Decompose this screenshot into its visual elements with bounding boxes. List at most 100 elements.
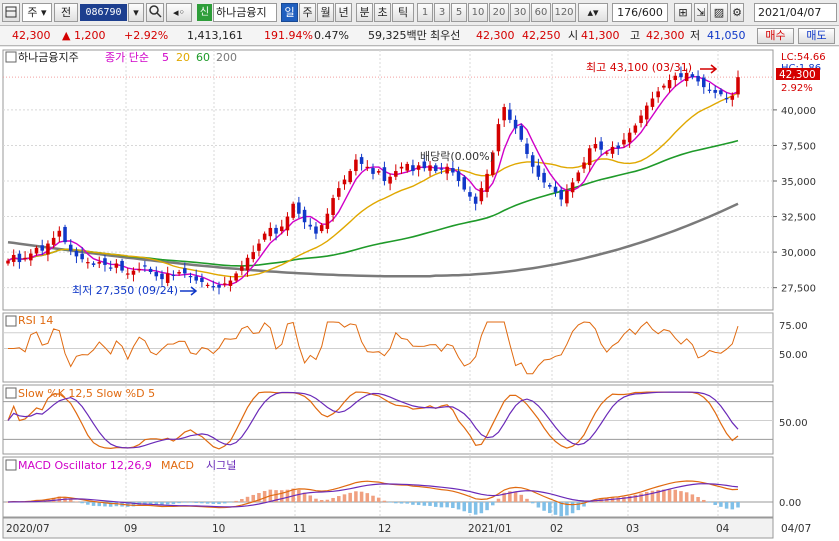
minute-option-5[interactable]: 5 bbox=[451, 3, 467, 22]
macd-histogram-bar bbox=[673, 489, 678, 502]
stock-name-field[interactable]: 하나금융지 bbox=[213, 3, 277, 22]
candle-body bbox=[160, 273, 164, 280]
grid-lines bbox=[3, 50, 773, 517]
chart-area[interactable]: 하나금융지주 종가 단순 5 20 60 200 최고 43,100 (03/3… bbox=[0, 47, 839, 541]
tab-period-tick[interactable]: 틱 bbox=[392, 3, 414, 22]
macd-histogram-bar bbox=[719, 502, 723, 507]
candle-body bbox=[696, 75, 700, 82]
candle-body bbox=[570, 182, 575, 193]
x-tick-label: 12 bbox=[378, 523, 391, 535]
prev-button[interactable]: 전 bbox=[54, 3, 78, 22]
macd-histogram-bar bbox=[559, 502, 563, 517]
sell-button[interactable]: 매도 bbox=[798, 28, 835, 44]
candle-body bbox=[63, 226, 67, 243]
minute-option-10[interactable]: 10 bbox=[468, 3, 488, 22]
sound-icon[interactable]: ◂◦ bbox=[166, 3, 192, 22]
candle-body bbox=[114, 263, 119, 268]
macd-histogram-bar bbox=[348, 492, 352, 502]
candle-body bbox=[68, 244, 73, 251]
ma60-label: 60 bbox=[196, 51, 210, 64]
candle-body bbox=[154, 272, 159, 277]
candle-body bbox=[34, 247, 39, 254]
stock-code-input[interactable]: 086790 bbox=[80, 4, 127, 21]
current-price: 42,300 bbox=[12, 29, 51, 42]
candle-body bbox=[411, 165, 415, 172]
tab-period-week[interactable]: 주 bbox=[299, 3, 316, 22]
rsi-menu-icon[interactable] bbox=[5, 315, 17, 327]
minute-option-60[interactable]: 60 bbox=[531, 3, 551, 22]
macd-histogram-bar bbox=[382, 500, 387, 502]
code-dropdown-button[interactable]: ▾ bbox=[128, 3, 144, 22]
macd-histogram-bar bbox=[262, 491, 267, 502]
lc-label: LC:54.66 bbox=[781, 52, 826, 63]
minute-option-30[interactable]: 30 bbox=[510, 3, 530, 22]
macd-histogram-bar bbox=[371, 495, 375, 502]
chart-type-icon[interactable] bbox=[2, 3, 20, 22]
candle-body bbox=[257, 243, 261, 251]
stock-chart[interactable]: 하나금융지주 종가 단순 5 20 60 200 최고 43,100 (03/3… bbox=[0, 47, 839, 541]
rsi-panel-frame bbox=[2, 312, 774, 383]
candle-body bbox=[667, 80, 672, 89]
minute-option-1[interactable]: 1 bbox=[417, 3, 433, 22]
macd-histogram-bar bbox=[331, 497, 335, 502]
search-icon[interactable] bbox=[146, 3, 164, 22]
macd-histogram-bar bbox=[165, 502, 170, 505]
tab-period-second[interactable]: 초 bbox=[374, 3, 391, 22]
macd-histogram-bar bbox=[553, 502, 558, 515]
macd-histogram-bar bbox=[730, 502, 735, 510]
macd-histogram-bar bbox=[479, 502, 484, 514]
candle-body bbox=[319, 225, 324, 232]
open-price: 41,300 bbox=[581, 29, 620, 42]
macd-histogram-bar bbox=[108, 502, 113, 507]
volume-ratio: 191.94% bbox=[264, 29, 313, 42]
type-select[interactable]: 주 ▾ bbox=[22, 3, 52, 22]
macd-histogram-bar bbox=[587, 502, 592, 503]
candle-body bbox=[222, 283, 227, 285]
macd-histogram-bar bbox=[696, 497, 700, 502]
macd-menu-icon[interactable] bbox=[5, 459, 17, 471]
panel-menu-icon[interactable] bbox=[5, 51, 17, 63]
macd-histogram-bar bbox=[211, 502, 216, 504]
credit-badge: 신 bbox=[197, 4, 212, 21]
macd-histogram-bar bbox=[279, 490, 284, 502]
date-field[interactable]: 2021/04/07 bbox=[754, 3, 837, 22]
tab-period-month[interactable]: 월 bbox=[317, 3, 334, 22]
x-tick-label: 09 bbox=[124, 523, 137, 535]
minute-option-3[interactable]: 3 bbox=[434, 3, 450, 22]
candle-body bbox=[171, 274, 176, 276]
candle-body bbox=[428, 165, 432, 171]
candle-body bbox=[673, 75, 678, 81]
fit-icon[interactable]: ⇲ bbox=[694, 3, 708, 22]
gear-icon[interactable]: ⚙ bbox=[730, 3, 744, 22]
macd-histogram-bar bbox=[160, 502, 164, 506]
macd-histogram-bar bbox=[508, 491, 512, 502]
stoch-menu-icon[interactable] bbox=[5, 387, 17, 399]
tab-period-year[interactable]: 년 bbox=[335, 3, 352, 22]
candle-body bbox=[548, 184, 552, 187]
buy-button[interactable]: 매수 bbox=[757, 28, 794, 44]
custom-period-stepper[interactable]: ▴▾ bbox=[578, 3, 608, 22]
candle-body bbox=[188, 276, 193, 278]
minute-option-120[interactable]: 120 bbox=[552, 3, 576, 22]
candle-body bbox=[724, 98, 729, 100]
candle-body bbox=[108, 267, 113, 269]
candle-body bbox=[234, 273, 238, 281]
minute-option-20[interactable]: 20 bbox=[489, 3, 509, 22]
macd-histogram-bar bbox=[188, 502, 193, 503]
rsi-title: RSI 14 bbox=[18, 314, 53, 327]
candle-body bbox=[713, 89, 717, 93]
macd-histogram-bar bbox=[570, 502, 575, 514]
macd-histogram-bar bbox=[399, 502, 404, 504]
macd-histogram-bar bbox=[519, 494, 524, 502]
stoch-d-line bbox=[7, 391, 739, 449]
price-change: 1,200 bbox=[74, 29, 106, 42]
macd-histogram-bar bbox=[97, 502, 102, 507]
chart-settings-icon[interactable]: ⊞ bbox=[674, 3, 692, 22]
tab-period-minute[interactable]: 분 bbox=[356, 3, 373, 22]
compare-icon[interactable]: ▨ bbox=[710, 3, 728, 22]
tab-period-day[interactable]: 일 bbox=[281, 3, 298, 22]
display-count-field[interactable]: 176/600 bbox=[612, 3, 668, 22]
high-annotation: 최고 43,100 (03/31) bbox=[586, 61, 692, 74]
high-label: 고 bbox=[630, 29, 641, 42]
candle-body bbox=[183, 268, 187, 274]
